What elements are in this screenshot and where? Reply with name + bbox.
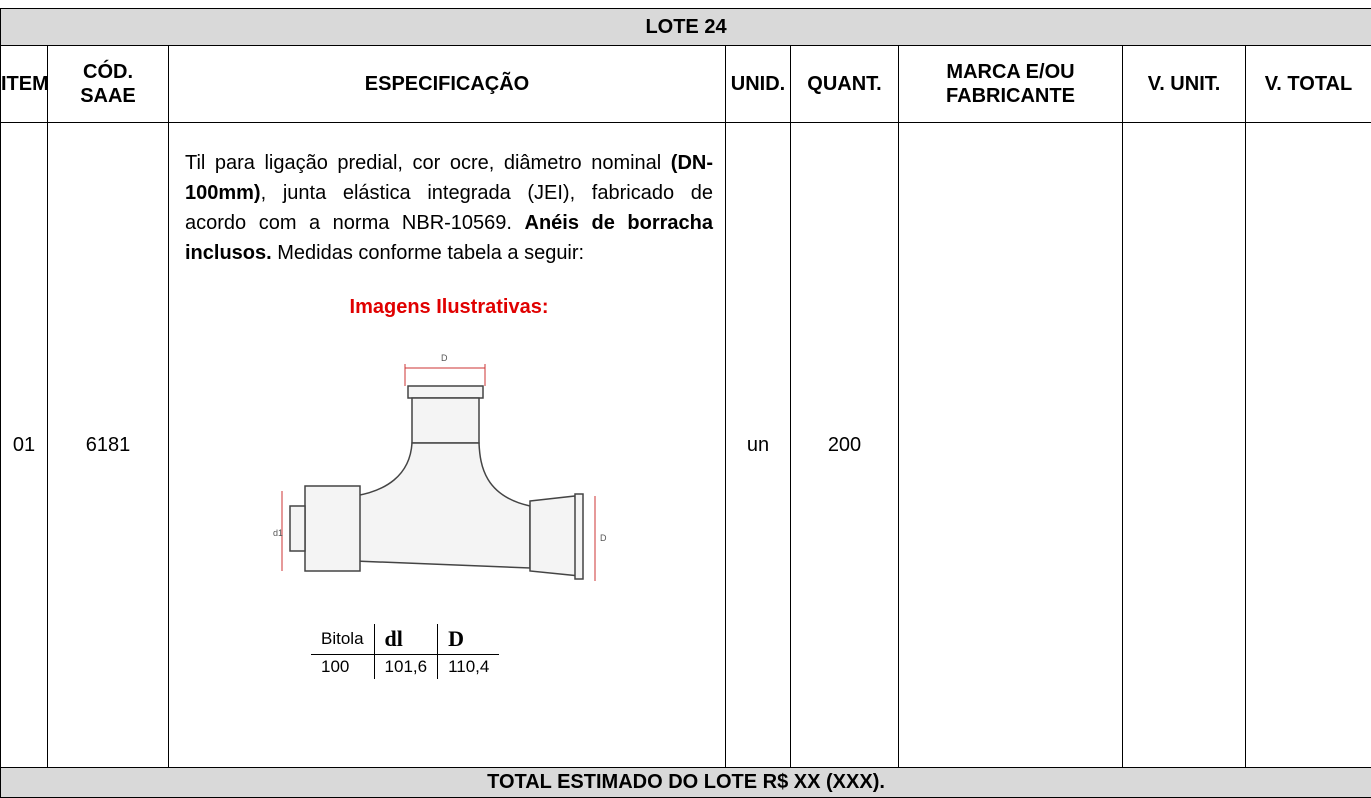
header-cell: ESPECIFICAÇÃO: [169, 46, 726, 123]
quantity-cell: 200: [791, 123, 899, 768]
header-cell: ITEM: [1, 46, 48, 123]
specification-run: Medidas conforme tabela a seguir:: [272, 242, 584, 264]
item-cell: 01: [1, 123, 48, 768]
drawing-label: D: [600, 533, 607, 543]
brand-cell: [899, 123, 1123, 768]
lot-total: TOTAL ESTIMADO DO LOTE R$ XX (XXX).: [1, 768, 1371, 798]
pipe-drawing: D d1 D: [185, 346, 705, 601]
dimension-table: Bitola dl D 100 101,6 110,4: [311, 624, 499, 679]
dimension-header: D: [438, 624, 500, 655]
dimension-cell: 110,4: [438, 655, 500, 680]
specification-run: Til para ligação predial, cor ocre, diâm…: [185, 152, 671, 174]
header-cell: UNID.: [726, 46, 791, 123]
header-cell: MARCA E/OU FABRICANTE: [899, 46, 1123, 123]
unit-price-cell: [1123, 123, 1246, 768]
dimension-header: dl: [374, 624, 438, 655]
header-cell: V. UNIT.: [1123, 46, 1246, 123]
dimension-cell: 100: [311, 655, 374, 680]
drawing-label: D: [441, 353, 448, 363]
specification-text: Til para ligação predial, cor ocre, diâm…: [185, 148, 713, 268]
header-cell: V. TOTAL: [1246, 46, 1371, 123]
specification-cell: Til para ligação predial, cor ocre, diâm…: [169, 123, 726, 768]
unit-cell: un: [726, 123, 791, 768]
total-price-cell: [1246, 123, 1371, 768]
header-cell: CÓD. SAAE: [48, 46, 169, 123]
header-cell: QUANT.: [791, 46, 899, 123]
drawing-label: d1: [273, 528, 283, 538]
lot-title: LOTE 24: [1, 9, 1371, 46]
dimension-header: Bitola: [311, 624, 374, 655]
dimension-cell: 101,6: [374, 655, 438, 680]
illustration-caption: Imagens Ilustrativas:: [185, 291, 713, 323]
code-cell: 6181: [48, 123, 169, 768]
lot-table: LOTE 24 ITEM CÓD. SAAE ESPECIFICAÇÃO UNI…: [0, 8, 1371, 798]
